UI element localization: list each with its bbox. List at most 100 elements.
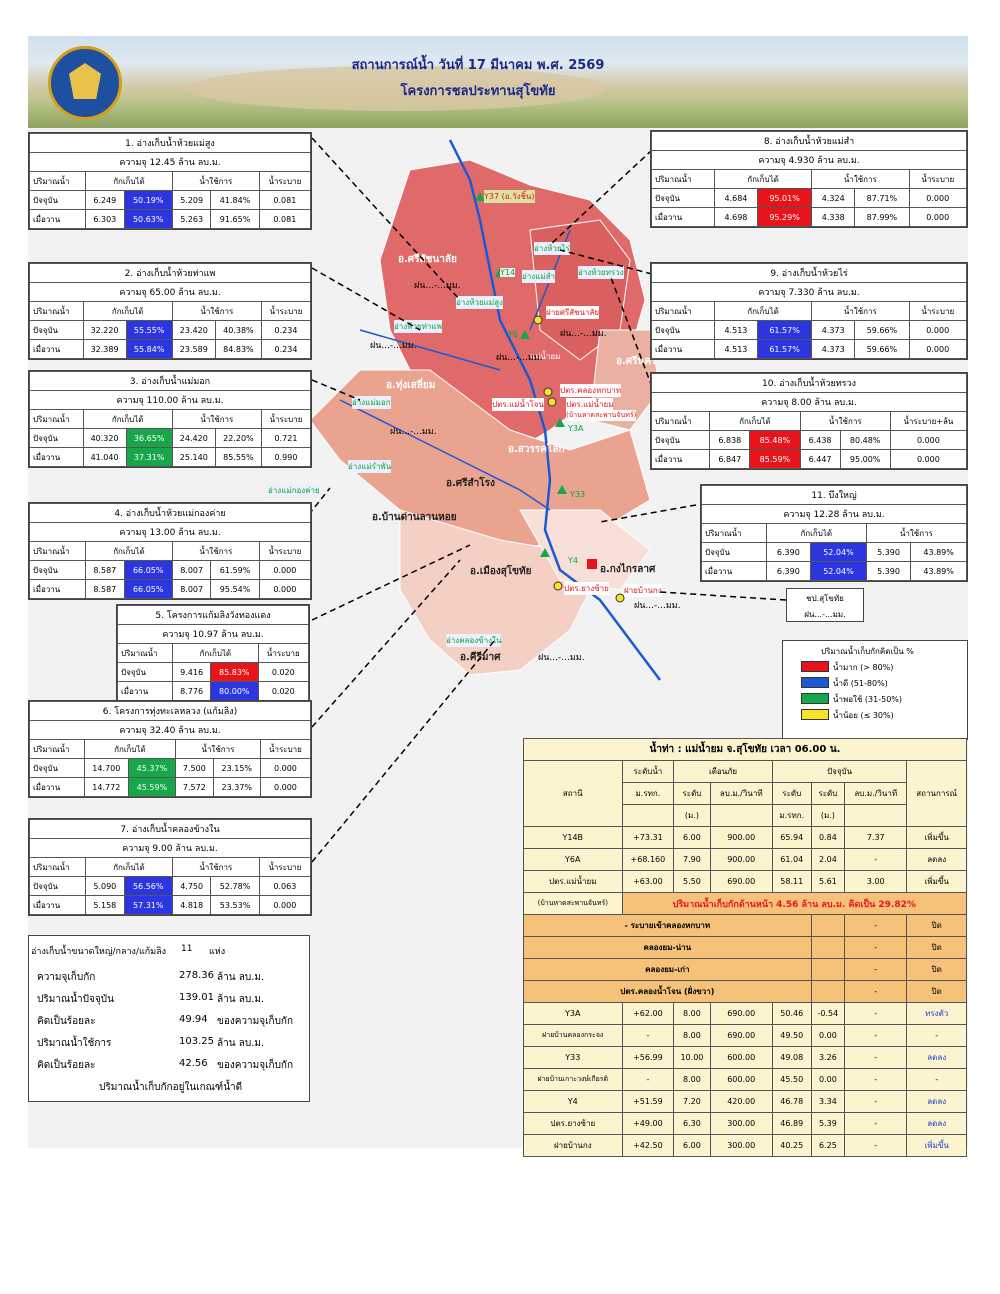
flow-table-title: น้ำท่า : แม่น้ำยม จ.สุโขทัย เวลา 06.00 น…	[523, 738, 967, 761]
summary-footer: ปริมาณน้ำเก็บกักอยู่ในเกณฑ์น้ำดี	[99, 1082, 243, 1093]
col-stored: กักเก็บได้	[765, 523, 867, 543]
row-yesterday: เมื่อวาน	[651, 207, 715, 227]
row-today: ปัจจุบัน	[29, 320, 84, 340]
row-today: ปัจจุบัน	[116, 662, 174, 682]
cell: 6.390	[765, 542, 812, 562]
col-volume: ปริมาณน้ำ	[651, 169, 715, 189]
table-row: ปตร.ยางซ้าย +49.00 6.30 300.00 46.89 5.39- ลดล…	[523, 1112, 967, 1135]
cell: 87.71%	[854, 188, 910, 208]
reservoir-capacity: ความจุ 4.930 ล้าน ลบ.ม.	[651, 150, 967, 170]
reservoir-title: 7. อ่างเก็บน้ำคลองข้างใน	[29, 819, 311, 839]
cell: 5.209	[171, 190, 212, 210]
percent-cell: 52.04%	[810, 561, 867, 581]
col-used: น้ำใช้การ	[865, 523, 968, 543]
gate-marker	[547, 397, 557, 407]
cell: 8.007	[171, 560, 212, 580]
reservoir-panel-3: 3. อ่างเก็บน้ำแม่มอก ความจุ 110.00 ล้าน …	[28, 370, 312, 468]
percent-cell: 36.65%	[125, 428, 173, 448]
cell: 6.438	[799, 430, 841, 450]
cell: 4.513	[713, 320, 759, 340]
percent-cell: 55.55%	[125, 320, 173, 340]
station-marker	[475, 192, 485, 201]
gate-row: ปตร.คลองน้ำโจน (ฝั่งขวา) - ปิด	[523, 980, 967, 1003]
col-volume: ปริมาณน้ำ	[29, 409, 84, 429]
row-yesterday: เมื่อวาน	[651, 339, 715, 359]
reservoir-capacity: ความจุ 8.00 ล้าน ลบ.ม.	[651, 392, 967, 412]
row-today: ปัจจุบัน	[651, 188, 715, 208]
cell: 14.700	[83, 758, 129, 778]
col-used: น้ำใช้การ	[799, 411, 891, 431]
legend-label: น้ำมาก (> 80%)	[833, 663, 894, 672]
banner-landscape	[188, 66, 608, 111]
reservoir-panel-7: 7. อ่างเก็บน้ำคลองข้างใน ความจุ 9.00 ล้า…	[28, 818, 312, 916]
col-stored: กักเก็บได้	[85, 857, 173, 877]
cell: 5.158	[85, 895, 125, 915]
cell: 0.000	[908, 339, 967, 359]
station-marker	[557, 485, 567, 494]
col-used: น้ำใช้การ	[171, 409, 262, 429]
reservoir-panel-11: 11. บึงใหญ่ ความจุ 12.28 ล้าน ลบ.ม. ปริม…	[700, 484, 968, 582]
row-yesterday: เมื่อวาน	[29, 339, 84, 359]
col-volume: ปริมาณน้ำ	[29, 301, 84, 321]
cell: 6.838	[709, 430, 751, 450]
col-volume: ปริมาณน้ำ	[651, 301, 715, 321]
summary-row: ความจุเก็บกัก 278.36 ล้าน ลบ.ม.	[37, 970, 265, 983]
rain-box-value: ฝน...-...มม.	[804, 610, 846, 619]
cell: 0.000	[908, 188, 967, 208]
gate-row: คลองยม-เก่า - ปิด	[523, 958, 967, 981]
reservoir-title: 3. อ่างเก็บน้ำแม่มอก	[29, 371, 311, 391]
row-today: ปัจจุบัน	[28, 190, 87, 210]
reservoir-panel-4: 4. อ่างเก็บน้ำห้วยแม่กองค่าย ความจุ 13.0…	[28, 502, 312, 600]
cell: 8.776	[172, 681, 212, 701]
col-release-overflow: น้ำระบาย+ล้น	[889, 411, 968, 431]
table-row: ปตร.แม่น้ำยม +63.00 5.50 690.00 58.11 5.61 3.0…	[523, 870, 967, 893]
tributary-line	[359, 329, 501, 371]
reservoir-panel-1: 1. อ่างเก็บน้ำห้วยแม่สูง ความจุ 12.45 ล้…	[28, 132, 312, 230]
reservoir-panel-10: 10. อ่างเก็บน้ำห้วยทรวง ความจุ 8.00 ล้าน…	[650, 372, 968, 470]
legend-swatch-high	[801, 661, 829, 672]
cell: 0.000	[258, 895, 312, 915]
cell: 0.081	[258, 190, 312, 210]
cell: 0.990	[260, 447, 312, 467]
cell: 0.000	[258, 579, 312, 599]
cell: 59.66%	[854, 339, 910, 359]
col-stored: กักเก็บได้	[172, 643, 259, 663]
col-stored: กักเก็บได้	[82, 301, 173, 321]
table-row: Y4 +51.59 7.20 420.00 46.78 3.34- ลดลง	[523, 1090, 967, 1113]
cell: 8.007	[171, 579, 212, 599]
cell: 8.587	[85, 560, 125, 580]
cell: 23.420	[171, 320, 216, 340]
gate-row: คลองยม-น่าน - ปิด	[523, 936, 967, 959]
basin-map	[309, 139, 661, 681]
page-title: สถานการณ์น้ำ วันที่ 17 มีนาคม พ.ศ. 2569	[351, 58, 605, 73]
reservoir-title: 8. อ่างเก็บน้ำห้วยแม่สำ	[651, 131, 967, 151]
cell: 95.00%	[839, 449, 891, 469]
station-marker	[520, 330, 530, 339]
cell: 6.847	[709, 449, 751, 469]
col-volume: ปริมาณน้ำ	[28, 857, 87, 877]
unit-m: (ม.)	[810, 804, 846, 827]
col-release: น้ำระบาย	[260, 409, 312, 429]
cell: 61.59%	[210, 560, 260, 580]
tributary-line	[339, 399, 551, 511]
summary-box: อ่างเก็บน้ำขนาดใหญ่/กลาง/แก้มลิง 11 แห่ง ค…	[28, 935, 310, 1102]
cell: 43.89%	[910, 561, 967, 581]
unit-msl: ม.รทก.	[771, 804, 812, 827]
table-row: Y33 +56.99 10.00 600.00 49.08 3.26- ลดลง	[523, 1046, 967, 1069]
cell: 0.063	[258, 876, 312, 896]
row-yesterday: เมื่อวาน	[701, 561, 767, 581]
cell: 4.513	[713, 339, 759, 359]
col-status: สถานการณ์	[906, 760, 967, 827]
cell: 0.020	[257, 662, 310, 682]
percent-cell: 45.59%	[127, 777, 177, 797]
reservoir-title: 9. อ่างเก็บน้ำห้วยไร่	[651, 263, 967, 283]
reservoir-capacity: ความจุ 65.00 ล้าน ลบ.ม.	[29, 282, 311, 302]
cell: 4.818	[171, 895, 212, 915]
row-today: ปัจจุบัน	[29, 428, 84, 448]
percent-cell: 52.04%	[810, 542, 867, 562]
col-used: น้ำใช้การ	[811, 169, 910, 189]
legend-title: ปริมาณน้ำเก็บกักคิดเป็น %	[821, 647, 914, 656]
row-today: ปัจจุบัน	[28, 876, 87, 896]
col-stored: กักเก็บได้	[713, 301, 813, 321]
cell: 23.37%	[212, 777, 261, 797]
